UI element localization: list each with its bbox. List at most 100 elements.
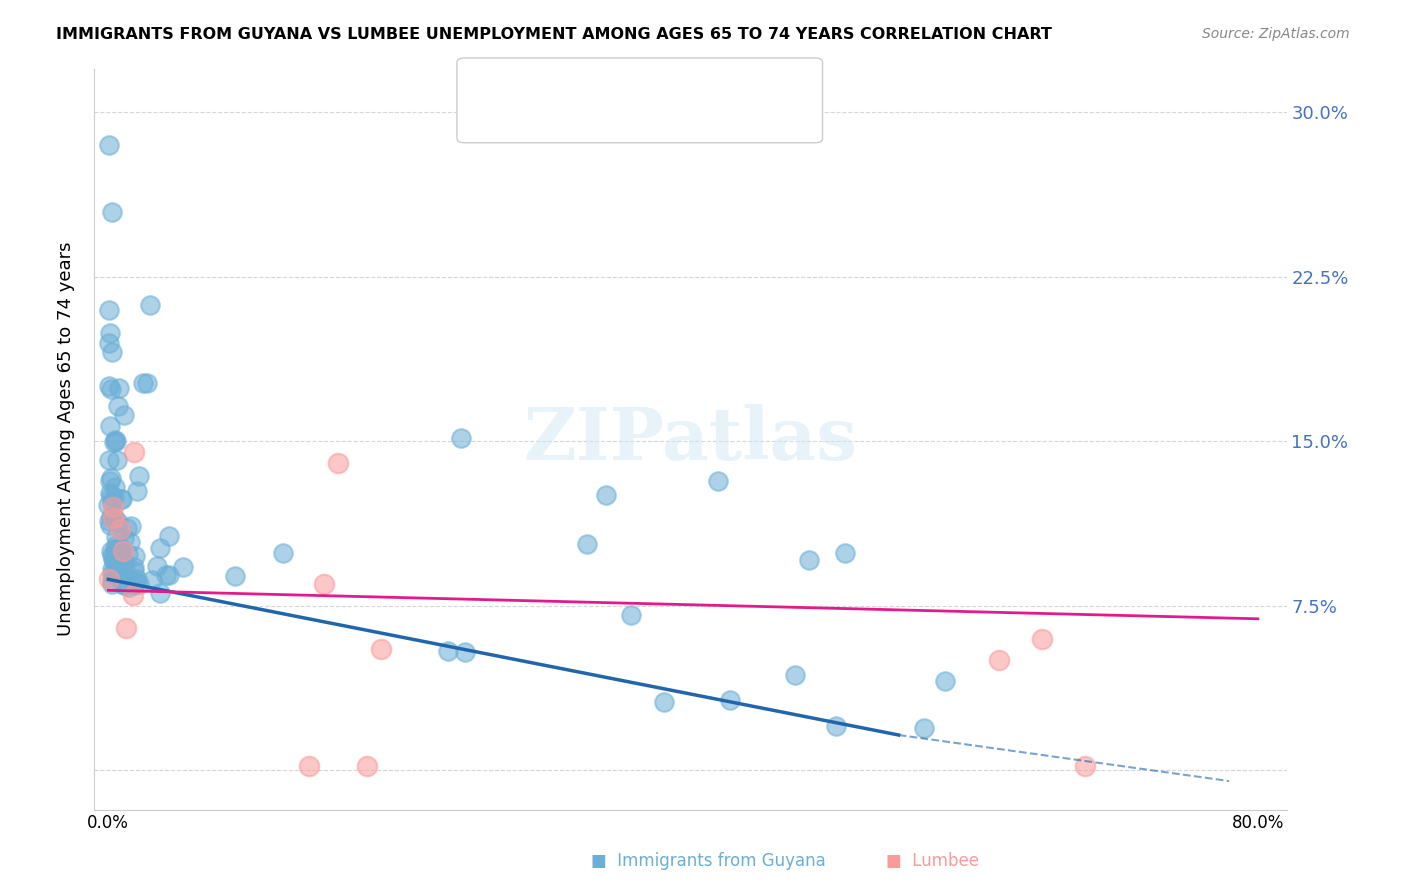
Point xyxy=(934,673,956,688)
Point xyxy=(100,510,122,524)
Text: ■: ■ xyxy=(485,75,506,95)
Text: ■: ■ xyxy=(485,102,506,121)
Point xyxy=(100,562,122,576)
Point xyxy=(783,667,806,681)
Point xyxy=(799,553,821,567)
Point xyxy=(100,544,122,558)
Point xyxy=(100,471,122,485)
Point xyxy=(706,474,728,488)
Text: ZIPatlas: ZIPatlas xyxy=(523,403,858,475)
Text: -0.040: -0.040 xyxy=(555,104,610,119)
Point xyxy=(98,138,121,153)
Point xyxy=(1074,758,1097,772)
Point xyxy=(576,537,599,551)
Text: ■  Immigrants from Guyana: ■ Immigrants from Guyana xyxy=(591,852,825,870)
Point xyxy=(103,435,125,450)
Point xyxy=(120,519,142,533)
Point xyxy=(105,453,128,467)
Point xyxy=(112,557,135,571)
Text: 97: 97 xyxy=(668,78,689,92)
Point xyxy=(101,574,124,588)
Point xyxy=(148,541,170,555)
Point xyxy=(103,542,125,557)
Point xyxy=(172,560,194,574)
Point xyxy=(104,547,127,561)
Point xyxy=(101,205,124,219)
Text: R =: R = xyxy=(509,78,543,92)
Point xyxy=(115,521,138,535)
Point xyxy=(110,557,132,571)
Point xyxy=(122,560,145,574)
Point xyxy=(149,586,172,600)
Text: IMMIGRANTS FROM GUYANA VS LUMBEE UNEMPLOYMENT AMONG AGES 65 TO 74 YEARS CORRELAT: IMMIGRANTS FROM GUYANA VS LUMBEE UNEMPLO… xyxy=(56,27,1052,42)
Point xyxy=(450,431,472,445)
Text: R =: R = xyxy=(509,104,543,119)
Point xyxy=(118,535,141,549)
Point xyxy=(370,642,392,657)
Point xyxy=(97,453,120,467)
Point xyxy=(108,540,131,554)
Point xyxy=(107,399,129,413)
Point xyxy=(100,475,122,489)
Point xyxy=(110,491,132,506)
Text: 16: 16 xyxy=(668,104,689,119)
Point xyxy=(124,549,146,564)
Point xyxy=(157,567,180,582)
Point xyxy=(652,695,675,709)
Point xyxy=(114,621,136,635)
Point xyxy=(98,379,121,393)
Point xyxy=(111,491,134,506)
Point xyxy=(100,382,122,396)
Point xyxy=(97,302,120,317)
Point xyxy=(125,574,148,589)
Point xyxy=(114,562,136,576)
Point xyxy=(100,489,122,503)
Point xyxy=(136,376,159,391)
Point xyxy=(97,499,120,513)
Point xyxy=(145,559,167,574)
Point xyxy=(155,568,177,582)
Text: Source: ZipAtlas.com: Source: ZipAtlas.com xyxy=(1202,27,1350,41)
Point xyxy=(128,469,150,483)
Point xyxy=(124,445,146,459)
Point xyxy=(98,518,121,533)
Point xyxy=(141,573,163,587)
Point xyxy=(103,510,125,524)
Point xyxy=(110,550,132,565)
Point xyxy=(104,562,127,576)
Point xyxy=(105,530,128,544)
Point xyxy=(100,577,122,591)
Point xyxy=(112,408,135,422)
Point xyxy=(595,488,617,502)
Point xyxy=(101,500,124,514)
Point xyxy=(132,376,155,390)
Text: ■  Lumbee: ■ Lumbee xyxy=(886,852,979,870)
Point xyxy=(118,580,141,594)
Point xyxy=(103,552,125,566)
Point xyxy=(718,693,741,707)
Point xyxy=(101,567,124,582)
Point xyxy=(105,434,128,448)
Point xyxy=(125,572,148,586)
Text: N =: N = xyxy=(626,104,659,119)
Point xyxy=(120,572,142,586)
Point xyxy=(107,515,129,529)
Point xyxy=(117,547,139,561)
Point xyxy=(834,546,856,560)
Point xyxy=(101,495,124,509)
Point xyxy=(104,481,127,495)
Point xyxy=(271,546,294,560)
Point xyxy=(103,490,125,504)
Point xyxy=(912,721,935,735)
Point xyxy=(224,569,246,583)
Point xyxy=(101,344,124,359)
Point xyxy=(103,511,125,525)
Point xyxy=(128,576,150,591)
Point xyxy=(98,573,121,587)
Point xyxy=(122,588,145,602)
Point xyxy=(356,758,378,772)
Point xyxy=(103,434,125,448)
Point xyxy=(104,538,127,552)
Point xyxy=(107,380,129,394)
Y-axis label: Unemployment Among Ages 65 to 74 years: Unemployment Among Ages 65 to 74 years xyxy=(58,242,75,636)
